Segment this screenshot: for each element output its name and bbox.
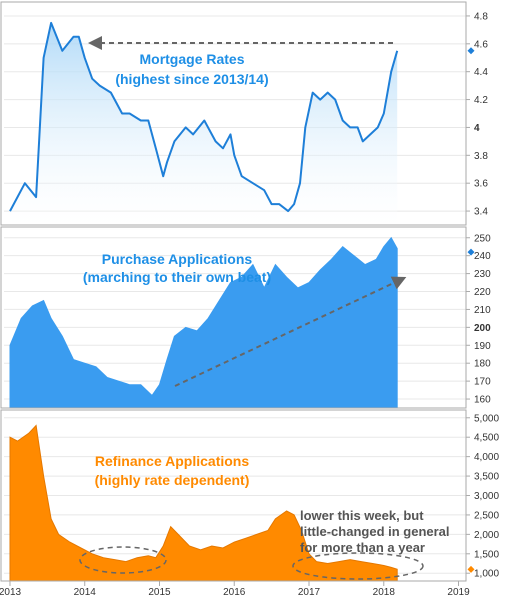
purchase-y-tick-label: 250 <box>474 233 491 244</box>
current-value-markers <box>467 47 475 573</box>
refi-note-line2: little-changed in general <box>300 524 450 539</box>
purchase-y-tick-label: 190 <box>474 341 491 352</box>
x-axis-ticks: 2013 2014 2015 2016 2017 2018 2019 <box>0 581 470 598</box>
refinance-y-tick-label: 1,500 <box>474 549 499 560</box>
rates-area <box>10 22 398 226</box>
purchase-y-tick-label: 160 <box>474 395 491 406</box>
purchase-panel-frame <box>0 226 467 409</box>
refinance-y-tick-label: 5,000 <box>474 413 499 424</box>
refi-note-line1: lower this week, but <box>300 508 424 523</box>
refinance-current-marker <box>467 565 475 573</box>
refi-note-line3: for more than a year <box>300 540 425 555</box>
x-tick-label: 2017 <box>298 587 321 598</box>
x-tick-label: 2014 <box>74 587 97 598</box>
purchase-y-tick-label: 230 <box>474 269 491 280</box>
purchase-y-tick-label: 180 <box>474 359 491 370</box>
refinance-y-tick-label: 4,500 <box>474 433 499 444</box>
x-tick-label: 2016 <box>223 587 246 598</box>
purchase-subtitle: (marching to their own beat) <box>83 269 271 285</box>
rates-y-tick-label: 3.6 <box>474 179 488 190</box>
rates-y-tick-label: 4.2 <box>474 95 488 106</box>
purchase-y-tick-label: 240 <box>474 251 491 262</box>
refinance-y-tick-label: 4,000 <box>474 452 499 463</box>
purchase-y-tick-label: 220 <box>474 287 491 298</box>
purchase-y-tick-label: 170 <box>474 377 491 388</box>
purchase-area <box>9 236 398 409</box>
purchase-y-tick-label: 200 <box>474 323 491 334</box>
purchase-y-tick-label: 210 <box>474 305 491 316</box>
rates-line <box>9 21 399 213</box>
rates-subtitle: (highest since 2013/14) <box>115 71 268 87</box>
purchase-trend-arrow <box>174 276 407 387</box>
x-tick-label: 2013 <box>0 587 22 598</box>
rates-y-tick-label: 3.8 <box>474 151 488 162</box>
x-tick-label: 2015 <box>148 587 171 598</box>
refinance-y-tick-label: 3,500 <box>474 472 499 483</box>
rates-title: Mortgage Rates <box>139 51 244 67</box>
rates-y-tick-label: 3.4 <box>474 207 488 218</box>
refinance-area <box>9 424 398 582</box>
refi-flat-ellipse-2014 <box>79 546 167 574</box>
refinance-y-tick-label: 1,000 <box>474 569 499 580</box>
x-tick-label: 2018 <box>373 587 396 598</box>
series-layer <box>9 21 399 582</box>
refinance-y-tick-label: 3,000 <box>474 491 499 502</box>
purchase-title: Purchase Applications <box>102 251 253 267</box>
rates-panel-frame <box>0 1 467 226</box>
x-tick-label: 2019 <box>447 587 470 598</box>
rates-y-tick-label: 4.6 <box>474 39 488 50</box>
rates-y-tick-label: 4.8 <box>474 11 488 22</box>
refinance-y-tick-label: 2,500 <box>474 510 499 521</box>
annotations: Mortgage Rates (highest since 2013/14) P… <box>79 36 450 580</box>
purchase-current-marker <box>467 248 475 256</box>
y-axis-ticks: 3.4 3.6 3.8 4 4.2 4.4 4.6 4.8 160 170 180 190 200 210… <box>466 11 499 580</box>
refi-title: Refinance Applications <box>95 453 250 469</box>
refi-flat-ellipse-2017 <box>292 552 424 580</box>
rates-y-tick-label: 4 <box>474 123 480 134</box>
rates-current-marker <box>467 47 475 55</box>
refi-subtitle: (highly rate dependent) <box>95 472 250 488</box>
refinance-y-tick-label: 2,000 <box>474 530 499 541</box>
rates-y-tick-label: 4.4 <box>474 67 488 78</box>
